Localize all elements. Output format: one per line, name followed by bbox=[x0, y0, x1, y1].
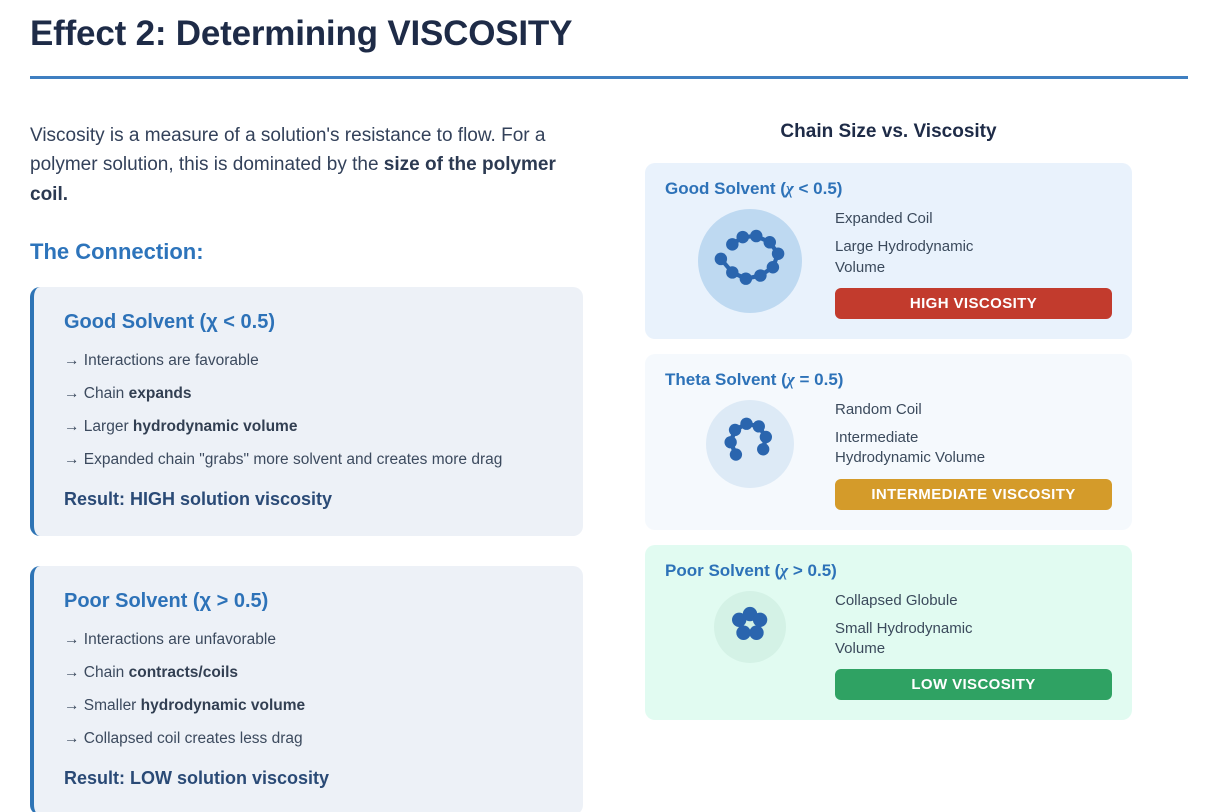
card-title: Poor Solvent (χ > 0.5) bbox=[64, 590, 269, 613]
chi-symbol: χ bbox=[780, 560, 789, 580]
coil-description: Expanded Coil bbox=[835, 210, 933, 227]
viscosity-badge: HIGH VISCOSITY bbox=[835, 287, 1112, 319]
volume-description: Small Hydrodynamic Volume bbox=[835, 619, 973, 657]
list-item: → Larger hydrodynamic volume bbox=[64, 418, 298, 436]
comparison-card-good-solvent: Good Solvent (χ < 0.5) bbox=[645, 163, 1132, 339]
list-item: → Expanded chain "grabs" more solvent an… bbox=[64, 451, 503, 469]
intro-paragraph: Viscosity is a measure of a solution's r… bbox=[30, 121, 583, 209]
page-title: Effect 2: Determining VISCOSITY bbox=[30, 14, 573, 53]
comparison-card-theta-solvent: Theta Solvent (χ = 0.5) bbox=[645, 353, 1132, 530]
random-coil-icon bbox=[706, 399, 794, 488]
result-text: Result: LOW solution viscosity bbox=[64, 768, 330, 789]
title-divider bbox=[30, 76, 1188, 79]
intro-text: Viscosity is a measure of a solution's r… bbox=[30, 125, 546, 176]
list-item: → Interactions are favorable bbox=[64, 352, 259, 370]
collapsed-globule-icon bbox=[714, 590, 786, 663]
list-item: → Smaller hydrodynamic volume bbox=[64, 697, 306, 715]
content-columns: Viscosity is a measure of a solution's r… bbox=[30, 121, 1188, 812]
list-item: → Interactions are unfavorable bbox=[64, 631, 276, 649]
connection-heading: The Connection: bbox=[30, 239, 204, 265]
left-column: Viscosity is a measure of a solution's r… bbox=[30, 121, 583, 812]
coil-description: Collapsed Globule bbox=[835, 591, 958, 609]
chi-symbol: χ bbox=[786, 369, 795, 389]
connection-card-poor-solvent: Poor Solvent (χ > 0.5) → Interactions ar… bbox=[30, 566, 583, 812]
list-item: → Collapsed coil creates less drag bbox=[64, 730, 303, 748]
card-title: Good Solvent (χ < 0.5) bbox=[64, 311, 275, 334]
volume-description: Large Hydrodynamic Volume bbox=[835, 238, 974, 276]
coil-description: Random Coil bbox=[835, 400, 922, 418]
viscosity-badge: INTERMEDIATE VISCOSITY bbox=[835, 478, 1112, 510]
card-title: Theta Solvent (χ = 0.5) bbox=[665, 369, 844, 389]
right-column: Chain Size vs. Viscosity Good Solvent (χ… bbox=[645, 121, 1132, 812]
volume-description: Intermediate Hydrodynamic Volume bbox=[835, 429, 986, 467]
comparison-card-poor-solvent: Poor Solvent (χ > 0.5) bbox=[645, 544, 1132, 721]
card-title: Good Solvent (χ < 0.5) bbox=[665, 179, 843, 198]
list-item: → Chain contracts/coils bbox=[64, 664, 239, 682]
comparison-heading: Chain Size vs. Viscosity bbox=[780, 121, 997, 142]
viscosity-badge: LOW VISCOSITY bbox=[835, 669, 1112, 701]
list-item: → Chain expands bbox=[64, 385, 192, 403]
intro-bold-text: size of the polymer coil. bbox=[30, 154, 556, 205]
card-title: Poor Solvent (χ > 0.5) bbox=[665, 560, 837, 580]
expanded-coil-icon bbox=[698, 209, 802, 313]
connection-card-good-solvent: Good Solvent (χ < 0.5) → Interactions ar… bbox=[30, 287, 583, 537]
result-text: Result: HIGH solution viscosity bbox=[64, 489, 333, 510]
chi-symbol: χ bbox=[785, 179, 794, 198]
